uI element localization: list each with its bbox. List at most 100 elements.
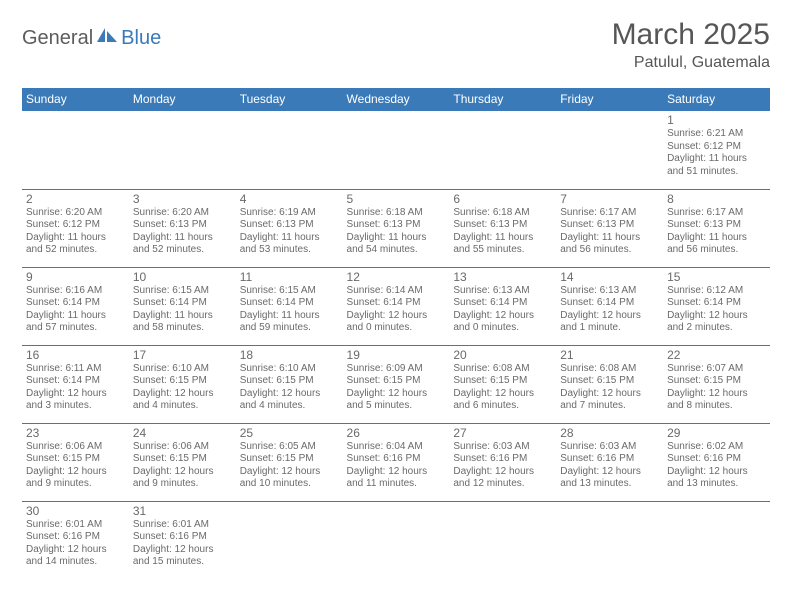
calendar-cell — [556, 501, 663, 579]
sunset-text: Sunset: 6:13 PM — [133, 219, 232, 232]
daylight-text: Daylight: 11 hours and 52 minutes. — [133, 232, 232, 257]
day-number: 2 — [26, 192, 125, 206]
sunset-text: Sunset: 6:13 PM — [453, 219, 552, 232]
sunrise-text: Sunrise: 6:16 AM — [26, 285, 125, 298]
day-number: 1 — [667, 113, 766, 127]
day-number: 20 — [453, 348, 552, 362]
day-number: 16 — [26, 348, 125, 362]
daylight-text: Daylight: 11 hours and 52 minutes. — [26, 232, 125, 257]
calendar-week-row: 2Sunrise: 6:20 AMSunset: 6:12 PMDaylight… — [22, 189, 770, 267]
sunset-text: Sunset: 6:13 PM — [667, 219, 766, 232]
day-number: 27 — [453, 426, 552, 440]
calendar-cell — [236, 501, 343, 579]
day-header: Tuesday — [236, 88, 343, 111]
day-number: 13 — [453, 270, 552, 284]
daylight-text: Daylight: 12 hours and 13 minutes. — [560, 466, 659, 491]
daylight-text: Daylight: 11 hours and 56 minutes. — [667, 232, 766, 257]
sunrise-text: Sunrise: 6:20 AM — [26, 207, 125, 220]
calendar-cell — [22, 111, 129, 189]
sunset-text: Sunset: 6:16 PM — [560, 453, 659, 466]
daylight-text: Daylight: 11 hours and 55 minutes. — [453, 232, 552, 257]
day-number: 12 — [347, 270, 446, 284]
sunrise-text: Sunrise: 6:08 AM — [560, 363, 659, 376]
calendar-week-row: 9Sunrise: 6:16 AMSunset: 6:14 PMDaylight… — [22, 267, 770, 345]
calendar-cell — [556, 111, 663, 189]
daylight-text: Daylight: 12 hours and 0 minutes. — [347, 310, 446, 335]
calendar-cell: 13Sunrise: 6:13 AMSunset: 6:14 PMDayligh… — [449, 267, 556, 345]
daylight-text: Daylight: 11 hours and 51 minutes. — [667, 153, 766, 178]
day-number: 18 — [240, 348, 339, 362]
calendar-cell: 10Sunrise: 6:15 AMSunset: 6:14 PMDayligh… — [129, 267, 236, 345]
sunrise-text: Sunrise: 6:06 AM — [133, 441, 232, 454]
sunrise-text: Sunrise: 6:02 AM — [667, 441, 766, 454]
sunset-text: Sunset: 6:14 PM — [453, 297, 552, 310]
daylight-text: Daylight: 12 hours and 13 minutes. — [667, 466, 766, 491]
daylight-text: Daylight: 12 hours and 14 minutes. — [26, 544, 125, 569]
daylight-text: Daylight: 12 hours and 11 minutes. — [347, 466, 446, 491]
day-number: 5 — [347, 192, 446, 206]
sunset-text: Sunset: 6:15 PM — [240, 375, 339, 388]
sunrise-text: Sunrise: 6:01 AM — [133, 519, 232, 532]
logo: General Blue — [22, 26, 161, 51]
calendar-cell: 7Sunrise: 6:17 AMSunset: 6:13 PMDaylight… — [556, 189, 663, 267]
sunset-text: Sunset: 6:14 PM — [667, 297, 766, 310]
sunset-text: Sunset: 6:15 PM — [560, 375, 659, 388]
calendar-cell: 5Sunrise: 6:18 AMSunset: 6:13 PMDaylight… — [343, 189, 450, 267]
daylight-text: Daylight: 12 hours and 10 minutes. — [240, 466, 339, 491]
day-number: 23 — [26, 426, 125, 440]
day-number: 14 — [560, 270, 659, 284]
sunset-text: Sunset: 6:15 PM — [347, 375, 446, 388]
daylight-text: Daylight: 12 hours and 7 minutes. — [560, 388, 659, 413]
daylight-text: Daylight: 12 hours and 2 minutes. — [667, 310, 766, 335]
sunrise-text: Sunrise: 6:20 AM — [133, 207, 232, 220]
sunset-text: Sunset: 6:15 PM — [667, 375, 766, 388]
calendar-cell: 20Sunrise: 6:08 AMSunset: 6:15 PMDayligh… — [449, 345, 556, 423]
day-number: 11 — [240, 270, 339, 284]
daylight-text: Daylight: 12 hours and 4 minutes. — [240, 388, 339, 413]
calendar-cell: 24Sunrise: 6:06 AMSunset: 6:15 PMDayligh… — [129, 423, 236, 501]
calendar-cell — [663, 501, 770, 579]
calendar-cell: 8Sunrise: 6:17 AMSunset: 6:13 PMDaylight… — [663, 189, 770, 267]
page-header: General Blue March 2025 Patulul, Guatema… — [22, 18, 770, 72]
daylight-text: Daylight: 12 hours and 9 minutes. — [133, 466, 232, 491]
daylight-text: Daylight: 12 hours and 5 minutes. — [347, 388, 446, 413]
sunrise-text: Sunrise: 6:17 AM — [667, 207, 766, 220]
sunset-text: Sunset: 6:15 PM — [133, 375, 232, 388]
title-block: March 2025 Patulul, Guatemala — [612, 18, 770, 72]
day-number: 21 — [560, 348, 659, 362]
calendar-cell: 11Sunrise: 6:15 AMSunset: 6:14 PMDayligh… — [236, 267, 343, 345]
daylight-text: Daylight: 12 hours and 6 minutes. — [453, 388, 552, 413]
calendar-week-row: 16Sunrise: 6:11 AMSunset: 6:14 PMDayligh… — [22, 345, 770, 423]
calendar-cell — [343, 501, 450, 579]
sunrise-text: Sunrise: 6:03 AM — [453, 441, 552, 454]
day-number: 7 — [560, 192, 659, 206]
daylight-text: Daylight: 11 hours and 57 minutes. — [26, 310, 125, 335]
sunset-text: Sunset: 6:16 PM — [347, 453, 446, 466]
calendar-cell: 4Sunrise: 6:19 AMSunset: 6:13 PMDaylight… — [236, 189, 343, 267]
calendar-cell: 12Sunrise: 6:14 AMSunset: 6:14 PMDayligh… — [343, 267, 450, 345]
sunset-text: Sunset: 6:16 PM — [26, 531, 125, 544]
sunrise-text: Sunrise: 6:04 AM — [347, 441, 446, 454]
sunrise-text: Sunrise: 6:13 AM — [453, 285, 552, 298]
logo-text-blue: Blue — [121, 27, 161, 50]
sunset-text: Sunset: 6:15 PM — [26, 453, 125, 466]
sunrise-text: Sunrise: 6:17 AM — [560, 207, 659, 220]
sunset-text: Sunset: 6:14 PM — [133, 297, 232, 310]
sunrise-text: Sunrise: 6:13 AM — [560, 285, 659, 298]
calendar-cell: 18Sunrise: 6:10 AMSunset: 6:15 PMDayligh… — [236, 345, 343, 423]
calendar-week-row: 1Sunrise: 6:21 AMSunset: 6:12 PMDaylight… — [22, 111, 770, 189]
sunrise-text: Sunrise: 6:11 AM — [26, 363, 125, 376]
day-number: 28 — [560, 426, 659, 440]
calendar-cell: 1Sunrise: 6:21 AMSunset: 6:12 PMDaylight… — [663, 111, 770, 189]
daylight-text: Daylight: 12 hours and 1 minute. — [560, 310, 659, 335]
sunrise-text: Sunrise: 6:18 AM — [453, 207, 552, 220]
calendar-cell: 28Sunrise: 6:03 AMSunset: 6:16 PMDayligh… — [556, 423, 663, 501]
calendar-cell: 23Sunrise: 6:06 AMSunset: 6:15 PMDayligh… — [22, 423, 129, 501]
sunrise-text: Sunrise: 6:09 AM — [347, 363, 446, 376]
day-header: Thursday — [449, 88, 556, 111]
daylight-text: Daylight: 12 hours and 0 minutes. — [453, 310, 552, 335]
calendar-cell: 30Sunrise: 6:01 AMSunset: 6:16 PMDayligh… — [22, 501, 129, 579]
daylight-text: Daylight: 12 hours and 4 minutes. — [133, 388, 232, 413]
sunrise-text: Sunrise: 6:07 AM — [667, 363, 766, 376]
sunset-text: Sunset: 6:16 PM — [133, 531, 232, 544]
